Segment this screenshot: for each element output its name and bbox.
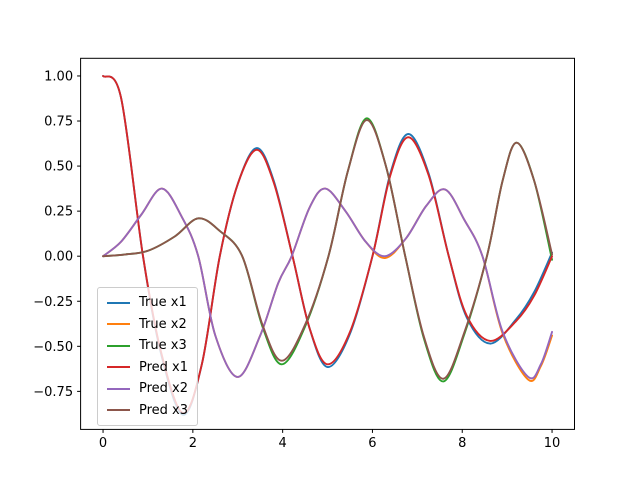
legend-label-true-x3: True x3 <box>139 338 187 353</box>
legend-label-pred-x2: Pred x2 <box>139 381 189 396</box>
legend: True x1 True x2 True x3 Pred x1 Pred x2 Pred … <box>97 287 199 426</box>
x-tick-label: 0 <box>99 436 107 451</box>
legend-label-true-x2: True x2 <box>139 316 187 332</box>
legend-swatch-true-x3 <box>107 344 130 347</box>
legend-swatch-pred-x1 <box>107 366 130 369</box>
y-tick-label: 0.75 <box>44 115 73 130</box>
legend-entry-true-x2: True x2 <box>107 314 188 336</box>
y-tick-label: 0.00 <box>44 250 73 265</box>
y-tick-label: 1.00 <box>44 69 73 84</box>
y-tick-label: −0.25 <box>33 295 73 310</box>
y-tick-label: −0.50 <box>33 340 73 355</box>
legend-label-true-x1: True x1 <box>139 295 187 310</box>
legend-entry-true-x1: True x1 <box>107 292 188 314</box>
series-line-pred-x3 <box>102 119 553 380</box>
series-line-pred-x2 <box>102 187 553 380</box>
y-tick-label: −0.75 <box>33 385 73 400</box>
x-tick-label: 4 <box>279 436 287 451</box>
legend-swatch-true-x2 <box>107 323 130 326</box>
legend-swatch-pred-x2 <box>107 387 130 390</box>
legend-entry-pred-x3: Pred x3 <box>107 400 188 422</box>
y-tick-label: 0.25 <box>44 205 73 220</box>
x-tick-label: 6 <box>368 436 376 451</box>
legend-entry-pred-x1: Pred x1 <box>107 357 188 379</box>
legend-swatch-true-x1 <box>107 301 130 304</box>
legend-label-pred-x1: Pred x1 <box>139 359 189 375</box>
legend-swatch-pred-x3 <box>107 409 130 412</box>
legend-label-pred-x3: Pred x3 <box>139 402 189 418</box>
y-tick-label: 0.50 <box>44 160 73 175</box>
x-tick-label: 2 <box>189 436 197 451</box>
x-tick-label: 10 <box>544 436 561 451</box>
axes-spines <box>80 57 575 430</box>
legend-entry-pred-x2: Pred x2 <box>107 378 188 400</box>
legend-entry-true-x3: True x3 <box>107 335 188 357</box>
x-tick-label: 8 <box>458 436 466 451</box>
